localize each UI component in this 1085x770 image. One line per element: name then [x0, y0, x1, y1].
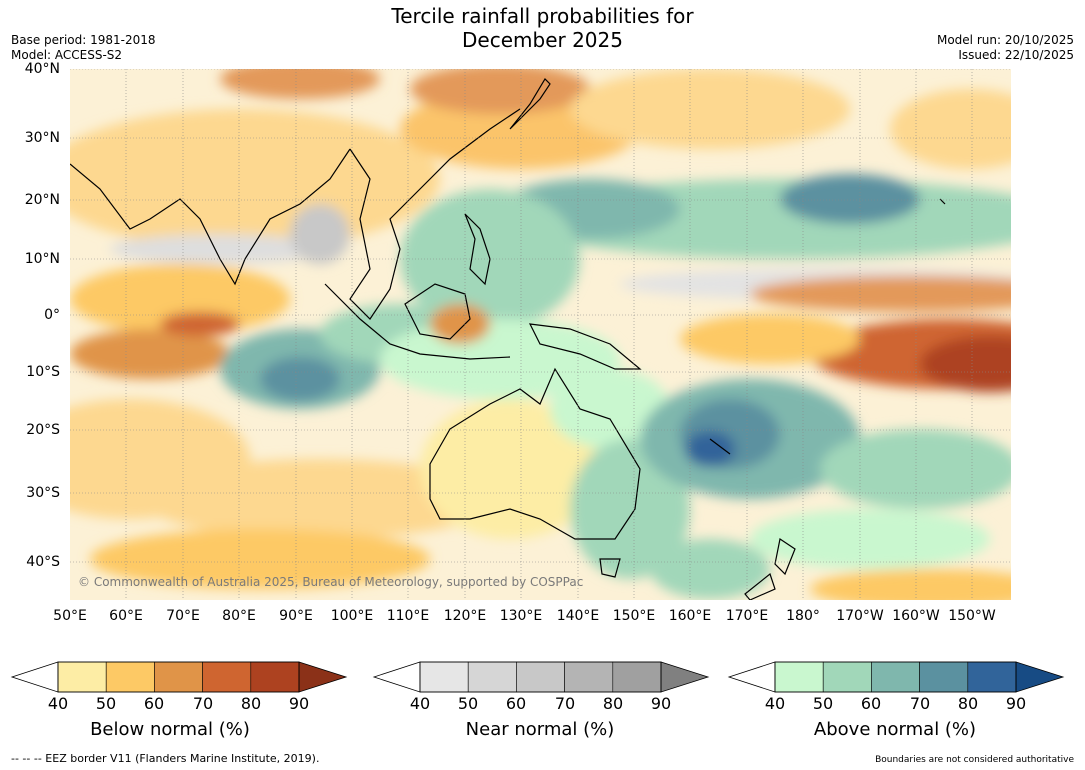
graticule	[70, 69, 1011, 600]
cb-tick: 60	[505, 694, 527, 713]
cb-tick: 80	[602, 694, 624, 713]
lat-label: 0°	[44, 307, 60, 323]
lat-label: 30°S	[26, 485, 60, 501]
cb-tick: 90	[650, 694, 672, 713]
lat-label: 40°N	[24, 61, 60, 77]
lon-label: 120°E	[443, 608, 487, 624]
issued-date: Issued: 22/10/2025	[958, 48, 1074, 62]
lon-label: 160°W	[892, 608, 940, 624]
meta-right: Model run: 20/10/2025 Issued: 22/10/2025	[937, 33, 1074, 63]
cb-tick: 90	[288, 694, 310, 713]
coastlines	[70, 78, 946, 600]
colorbar-above-max-triangle	[1015, 661, 1065, 693]
colorbar-below-min-triangle	[10, 661, 59, 693]
lon-label: 130°E	[499, 608, 543, 624]
cb-tick: 80	[240, 694, 262, 713]
lon-label: 160°E	[668, 608, 712, 624]
map-canvas: © Commonwealth of Australia 2025, Bureau…	[70, 69, 1011, 600]
colorbar-segment	[467, 661, 517, 693]
cb-tick: 60	[860, 694, 882, 713]
lon-label: 170°E	[725, 608, 769, 624]
lat-label: 10°S	[26, 364, 60, 380]
lon-label: 80°E	[222, 608, 256, 624]
colorbar-segment	[774, 661, 824, 693]
cb-tick: 50	[457, 694, 479, 713]
colorbar-segment	[967, 661, 1017, 693]
meta-left: Base period: 1981-2018 Model: ACCESS-S2	[11, 33, 156, 63]
lon-label: 110°E	[386, 608, 430, 624]
title-line-2: December 2025	[462, 28, 623, 52]
colorbar-segment	[919, 661, 969, 693]
cb-tick: 40	[47, 694, 69, 713]
lon-label: 50°E	[53, 608, 87, 624]
cb-tick: 80	[957, 694, 979, 713]
cb-tick: 70	[909, 694, 931, 713]
colorbar-segment	[516, 661, 565, 693]
cb-tick: 70	[192, 694, 214, 713]
copyright-text: © Commonwealth of Australia 2025, Bureau…	[78, 575, 583, 589]
colorbar-segment	[250, 661, 300, 693]
cb-tick: 70	[554, 694, 576, 713]
lon-label: 60°E	[109, 608, 143, 624]
colorbar-segment	[419, 661, 469, 693]
colorbar-title-near: Near normal (%)	[465, 719, 615, 740]
probability-shading	[70, 69, 1011, 600]
cb-tick: 60	[143, 694, 165, 713]
colorbar-title-above: Above normal (%)	[813, 719, 977, 740]
colorbar-segment	[822, 661, 872, 693]
colorbar-above-normal	[727, 661, 1065, 693]
colorbar-segment	[154, 661, 203, 693]
colorbar-near-max-triangle	[660, 661, 710, 693]
lon-label: 140°E	[556, 608, 600, 624]
colorbar-segment	[564, 661, 614, 693]
colorbar-below-max-triangle	[298, 661, 348, 693]
colorbar-segment	[871, 661, 920, 693]
lat-label: 20°N	[24, 192, 60, 208]
lon-label: 150°W	[948, 608, 996, 624]
colorbar-segment	[202, 661, 252, 693]
cb-tick: 40	[409, 694, 431, 713]
lon-label: 180°	[786, 608, 820, 624]
colorbar-below-normal	[10, 661, 348, 693]
lon-label: 70°E	[166, 608, 200, 624]
colorbar-segment	[612, 661, 662, 693]
cb-tick: 50	[812, 694, 834, 713]
colorbar-segment	[105, 661, 155, 693]
lat-label: 20°S	[26, 422, 60, 438]
lat-label: 30°N	[24, 130, 60, 146]
title-line-1: Tercile rainfall probabilities for	[391, 4, 694, 28]
probability-map: © Commonwealth of Australia 2025, Bureau…	[70, 69, 1011, 600]
cb-tick: 90	[1005, 694, 1027, 713]
boundaries-disclaimer: Boundaries are not considered authoritat…	[875, 755, 1074, 765]
cb-tick: 40	[764, 694, 786, 713]
lat-label: 40°S	[26, 554, 60, 570]
colorbar-segment	[57, 661, 107, 693]
model-name: Model: ACCESS-S2	[11, 48, 123, 62]
colorbar-title-below: Below normal (%)	[90, 719, 250, 740]
lon-label: 100°E	[330, 608, 374, 624]
colorbar-near-min-triangle	[372, 661, 421, 693]
map-title: Tercile rainfall probabilities for Decem…	[0, 4, 1085, 52]
colorbar-near-normal	[372, 661, 710, 693]
lat-label: 10°N	[24, 251, 60, 267]
lon-label: 170°W	[836, 608, 884, 624]
lon-label: 90°E	[279, 608, 313, 624]
lon-label: 150°E	[612, 608, 656, 624]
cb-tick: 50	[95, 694, 117, 713]
model-run: Model run: 20/10/2025	[936, 33, 1074, 47]
colorbar-above-min-triangle	[727, 661, 776, 693]
eez-border-note: -- -- -- EEZ border V11 (Flanders Marine…	[11, 752, 320, 765]
base-period: Base period: 1981-2018	[11, 33, 156, 47]
